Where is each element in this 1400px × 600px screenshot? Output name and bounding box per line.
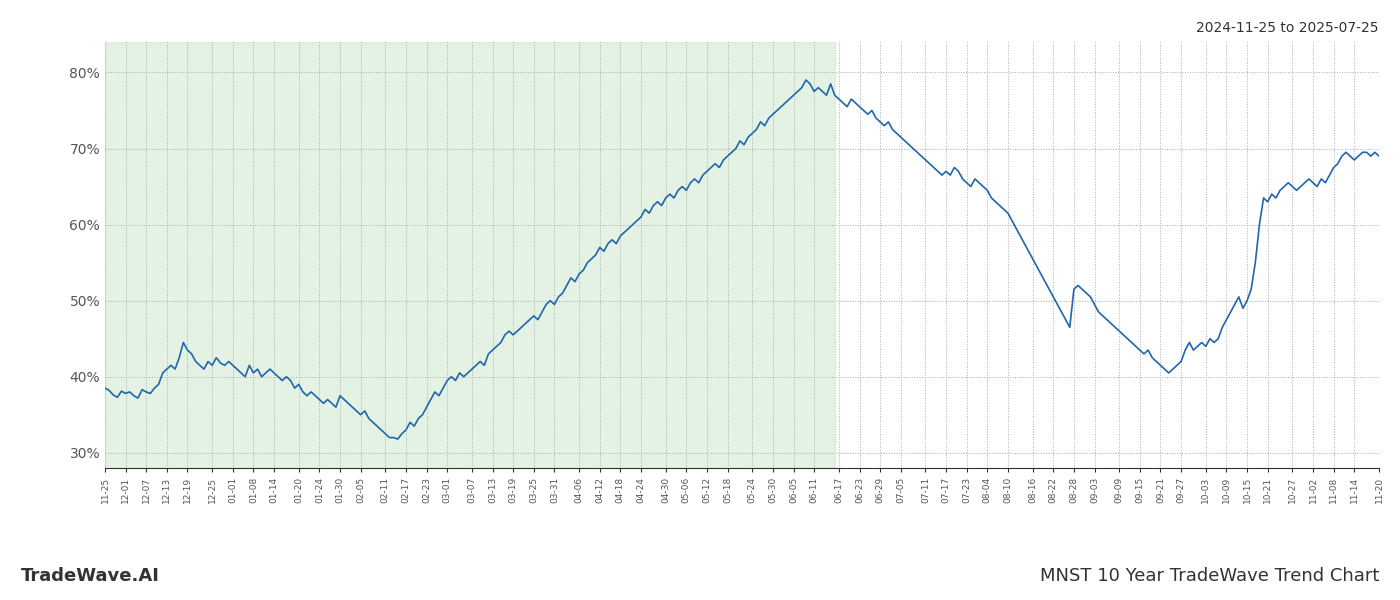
Text: TradeWave.AI: TradeWave.AI — [21, 567, 160, 585]
Text: MNST 10 Year TradeWave Trend Chart: MNST 10 Year TradeWave Trend Chart — [1040, 567, 1379, 585]
Bar — [105, 42, 834, 468]
Text: 2024-11-25 to 2025-07-25: 2024-11-25 to 2025-07-25 — [1197, 21, 1379, 35]
